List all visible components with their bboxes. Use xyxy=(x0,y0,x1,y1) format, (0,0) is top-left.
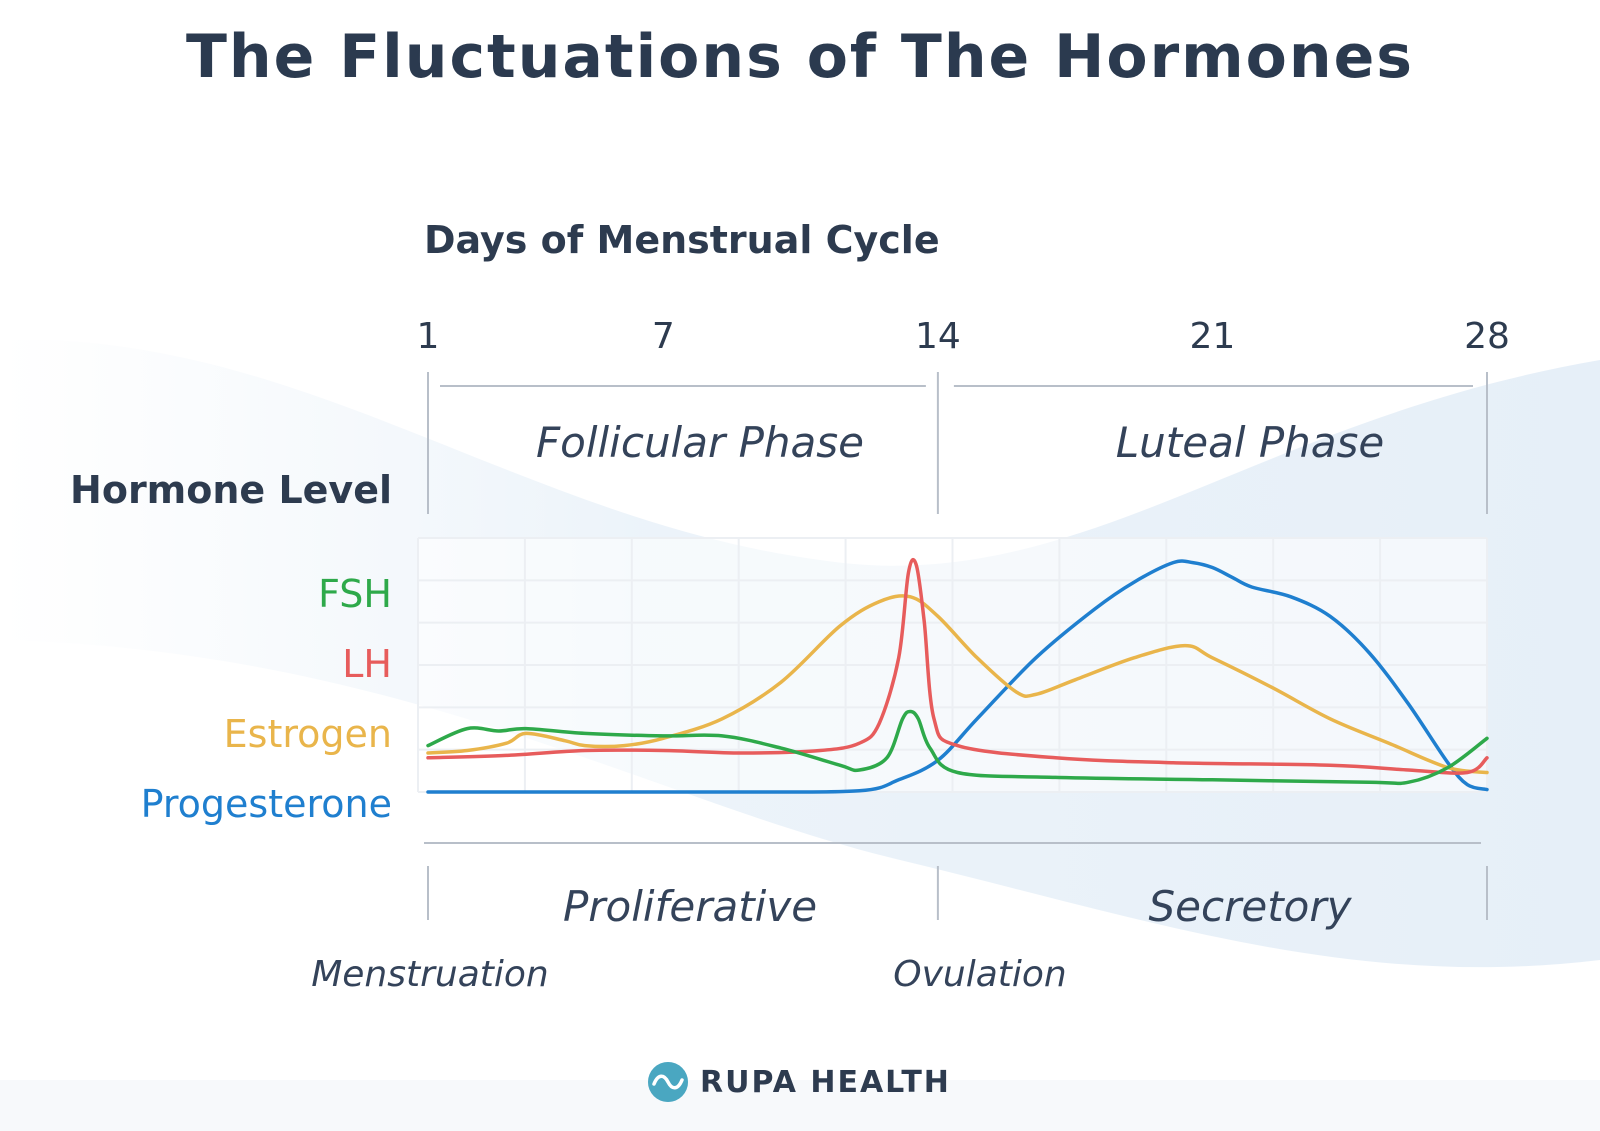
x-tick-label: 21 xyxy=(1190,316,1236,357)
ovulation-label: Ovulation xyxy=(893,954,1067,995)
brand-footer: RUPA HEALTH xyxy=(646,1058,951,1106)
luteal-phase-label: Luteal Phase xyxy=(1115,418,1385,467)
proliferative-label: Proliferative xyxy=(562,882,818,931)
series-line-lh xyxy=(426,557,1489,775)
series-line-fsh xyxy=(426,709,1489,786)
x-tick-label: 1 xyxy=(417,316,440,357)
x-tick-labels: 1 7 14 21 28 xyxy=(417,316,1510,357)
legend-lh: LH xyxy=(342,642,392,686)
menstruation-label: Menstruation xyxy=(311,954,549,995)
brand-name: RUPA HEALTH xyxy=(700,1064,951,1100)
x-axis-title: Days of Menstrual Cycle xyxy=(424,218,940,262)
series-lines xyxy=(426,557,1489,794)
phase-brackets xyxy=(424,372,1488,920)
page-title: The Fluctuations of The Hormones xyxy=(185,22,1415,92)
follicular-phase-label: Follicular Phase xyxy=(535,418,864,467)
secretory-label: Secretory xyxy=(1148,882,1352,931)
legend-estrogen: Estrogen xyxy=(223,712,392,756)
legend-fsh: FSH xyxy=(318,572,392,616)
chart-grid xyxy=(417,537,1488,793)
x-tick-label: 7 xyxy=(652,316,675,357)
rupa-health-logo-icon xyxy=(648,1062,688,1102)
series-line-progesterone xyxy=(426,559,1489,794)
x-tick-label: 14 xyxy=(915,316,961,357)
legend-progesterone: Progesterone xyxy=(140,782,392,826)
y-axis-title: Hormone Level xyxy=(70,468,392,512)
x-tick-label: 28 xyxy=(1464,316,1510,357)
